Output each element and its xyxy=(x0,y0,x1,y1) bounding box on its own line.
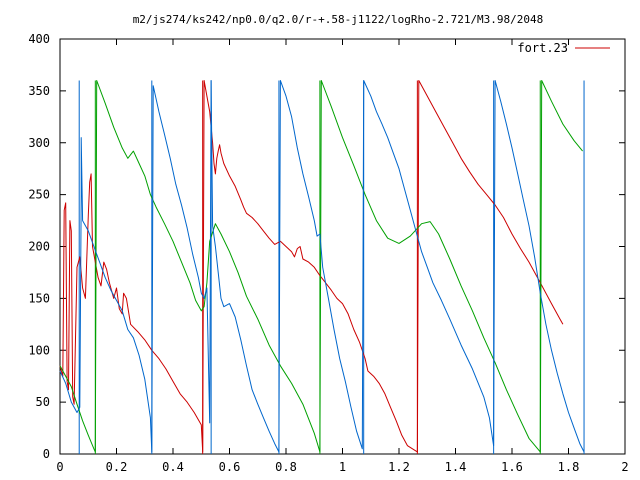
x-tick-label: 1.6 xyxy=(501,460,523,474)
series-line-0 xyxy=(59,80,564,453)
x-tick-label: 2 xyxy=(621,460,628,474)
legend: fort.23 xyxy=(517,41,610,55)
chart-title: m2/js274/ks242/np0.0/q2.0/r-+.58-j1122/l… xyxy=(133,13,544,26)
x-tick-label: 1.4 xyxy=(445,460,467,474)
x-tick-label: 1.8 xyxy=(558,460,580,474)
y-tick-label: 100 xyxy=(28,343,50,357)
series-layer xyxy=(59,80,585,453)
x-tick-label: 0.6 xyxy=(219,460,241,474)
y-tick-label: 350 xyxy=(28,84,50,98)
y-tick-label: 300 xyxy=(28,136,50,150)
y-tick-label: 0 xyxy=(43,447,50,461)
y-tick-label: 150 xyxy=(28,291,50,305)
x-tick-label: 1 xyxy=(339,460,346,474)
x-tick-label: 1.2 xyxy=(388,460,410,474)
x-tick-label: 0 xyxy=(56,460,63,474)
x-tick-label: 0.4 xyxy=(162,460,184,474)
y-tick-label: 200 xyxy=(28,240,50,254)
legend-label: fort.23 xyxy=(517,41,568,55)
y-tick-label: 50 xyxy=(36,395,50,409)
axes: 0 0.2 0.4 0.6 0.8 1 1.2 1.4 1.6 1.8 2 0 50 100 150 200 2… xyxy=(28,32,628,474)
y-tick-label: 400 xyxy=(28,32,50,46)
vertical-lines xyxy=(78,80,585,454)
y-tick-label: 250 xyxy=(28,188,50,202)
series-line-2 xyxy=(59,80,585,453)
series-line-1 xyxy=(59,80,583,453)
x-tick-label: 0.8 xyxy=(275,460,297,474)
x-tick-label: 0.2 xyxy=(106,460,128,474)
